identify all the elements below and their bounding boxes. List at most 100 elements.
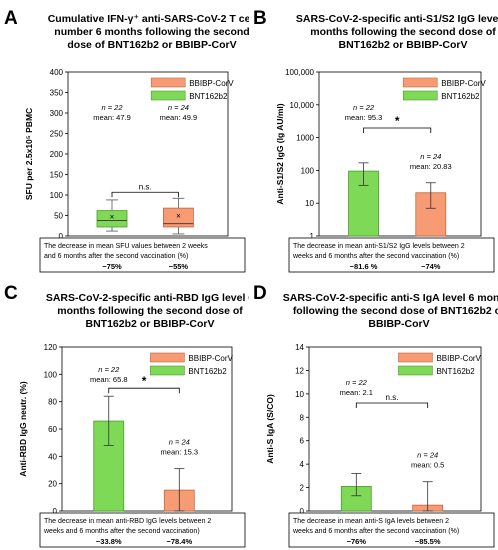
legend-label: BNT162b2 bbox=[441, 92, 480, 101]
chart-title-line: following the second dose of BNT162b2 or bbox=[293, 305, 498, 317]
legend-swatch bbox=[402, 77, 438, 88]
legend-label: BNT162b2 bbox=[436, 367, 475, 376]
y-tick-label: 50 bbox=[54, 212, 63, 221]
n-label: n = 24 bbox=[417, 451, 438, 460]
y-tick-label: 150 bbox=[50, 171, 64, 180]
plot-frame bbox=[308, 346, 482, 512]
chart-svg: A Cumulative IFN-γ⁺ anti-SARS-CoV-2 T cel… bbox=[4, 8, 249, 273]
y-tick-label: 8 bbox=[300, 413, 305, 422]
chart-title-line: SARS-CoV-2-specific anti-S1/S2 IgG level… bbox=[296, 13, 498, 25]
significance-label: n.s. bbox=[139, 182, 152, 191]
footer-value: −74% bbox=[421, 262, 441, 271]
mean-label: mean: 95.3 bbox=[345, 113, 383, 122]
significance-bracket bbox=[355, 402, 429, 408]
n-label: n = 22 bbox=[346, 378, 368, 387]
y-tick-label: 100 bbox=[50, 191, 64, 200]
y-tick-label: 100 bbox=[301, 166, 315, 175]
y-tick-label: 4 bbox=[300, 460, 305, 469]
y-tick-label: 14 bbox=[295, 343, 304, 352]
legend-swatch bbox=[398, 365, 433, 376]
legend-label: BBIBP-CorV bbox=[189, 79, 234, 88]
legend-label: BNT162b2 bbox=[188, 367, 227, 376]
legend-swatch bbox=[402, 90, 438, 101]
y-tick-label: 10 bbox=[305, 199, 314, 208]
chart-title-line: number 6 months following the second bbox=[54, 26, 249, 38]
y-tick-label: 10,000 bbox=[290, 101, 315, 110]
y-tick-label: 12 bbox=[295, 366, 304, 375]
significance-label: n.s. bbox=[386, 393, 399, 402]
footer-value: −55% bbox=[169, 262, 189, 271]
y-tick-label: 10 bbox=[295, 390, 304, 399]
significance-bracket bbox=[111, 191, 179, 198]
y-tick-label: 1000 bbox=[296, 134, 314, 143]
legend-label: BBIBP-CorV bbox=[188, 354, 233, 363]
footer-value: −78.4% bbox=[166, 537, 192, 546]
footer-text-line: weeks and 6 months after the second vacc… bbox=[292, 253, 459, 260]
mean-label: mean: 47.9 bbox=[93, 113, 131, 122]
n-label: n = 24 bbox=[169, 438, 190, 447]
footer-value: −75% bbox=[102, 262, 122, 271]
n-label: n = 22 bbox=[353, 103, 375, 112]
chart-svg: C SARS-CoV-2-specific anti-RBD IgG level … bbox=[4, 283, 249, 548]
y-tick-label: 1 bbox=[310, 232, 315, 241]
n-label: n = 24 bbox=[168, 103, 189, 112]
y-tick-label: 20 bbox=[48, 480, 57, 489]
y-axis-label: Anti-S IgA (S/CO) bbox=[265, 394, 275, 464]
y-tick-label: 400 bbox=[50, 68, 64, 77]
mean-label: mean: 65.8 bbox=[90, 375, 128, 384]
y-tick-label: 6 bbox=[300, 437, 305, 446]
y-tick-label: 120 bbox=[44, 343, 58, 352]
y-tick-label: 60 bbox=[48, 425, 57, 434]
mean-label: mean: 49.9 bbox=[160, 113, 198, 122]
footer-text-line: weeks and 6 months after the second vacc… bbox=[292, 528, 459, 535]
legend-swatch bbox=[150, 365, 185, 376]
chart-svg: D SARS-CoV-2-specific anti-S IgA level 6 … bbox=[253, 283, 498, 548]
panel-b: B SARS-CoV-2-specific anti-S1/S2 IgG leve… bbox=[249, 0, 498, 275]
panel-letter: D bbox=[253, 283, 267, 304]
y-tick-label: 40 bbox=[48, 452, 57, 461]
legend-swatch bbox=[150, 77, 186, 88]
y-tick-label: 300 bbox=[50, 109, 64, 118]
chart-title-line: Cumulative IFN-γ⁺ anti-SARS-CoV-2 T cell bbox=[48, 13, 249, 25]
y-axis-label: SFU per 2.5x10⁵ PBMC bbox=[24, 108, 34, 200]
chart-title-line: months following the second dose of bbox=[57, 305, 243, 317]
y-tick-label: 350 bbox=[50, 89, 64, 98]
footer-text-line: The decrease in mean anti-S IgA levels b… bbox=[293, 518, 449, 525]
y-tick-label: 100 bbox=[44, 370, 58, 379]
chart-title-line: SARS-CoV-2-specific anti-S IgA level 6 m… bbox=[283, 292, 498, 304]
panel-letter: B bbox=[253, 8, 267, 29]
y-tick-label: 0 bbox=[300, 507, 305, 516]
significance-label: * bbox=[395, 114, 400, 128]
chart-title-line: months following the second dose of bbox=[310, 26, 496, 38]
footer-text-line: The decrease in mean SFU values between … bbox=[44, 243, 208, 250]
box-mean-marker: × bbox=[110, 212, 115, 221]
panel-c: C SARS-CoV-2-specific anti-RBD IgG level … bbox=[0, 275, 249, 550]
panel-letter: A bbox=[4, 8, 18, 29]
mean-label: mean: 2.1 bbox=[340, 388, 373, 397]
significance-bracket bbox=[363, 127, 432, 133]
chart-title-line: SARS-CoV-2-specific anti-RBD IgG level 6 bbox=[46, 292, 249, 304]
y-tick-label: 80 bbox=[48, 398, 57, 407]
chart-title-line: BNT162b2 or BBIBP-CorV bbox=[339, 39, 468, 51]
footer-box bbox=[39, 512, 246, 548]
legend-label: BNT162b2 bbox=[189, 92, 228, 101]
n-label: n = 22 bbox=[98, 365, 120, 374]
footer-box bbox=[288, 237, 495, 273]
y-tick-label: 0 bbox=[59, 232, 64, 241]
footer-text-line: weeks and 6 months after the second vacc… bbox=[43, 528, 200, 535]
y-tick-label: 200 bbox=[50, 150, 64, 159]
chart-svg: B SARS-CoV-2-specific anti-S1/S2 IgG leve… bbox=[253, 8, 498, 273]
footer-text-line: and 6 months after the second vaccinatio… bbox=[44, 253, 188, 260]
mean-label: mean: 15.3 bbox=[161, 448, 199, 457]
legend-label: BBIBP-CorV bbox=[441, 79, 486, 88]
panel-d: D SARS-CoV-2-specific anti-S IgA level 6 … bbox=[249, 275, 498, 550]
legend-swatch bbox=[150, 90, 186, 101]
box-mean-marker: × bbox=[176, 212, 181, 221]
footer-value: −76% bbox=[347, 537, 367, 546]
chart-title-line: BBIBP-CorV bbox=[368, 318, 429, 330]
chart-title-line: dose of BNT162b2 or BBIBP-CorV bbox=[67, 39, 236, 51]
mean-label: mean: 0.5 bbox=[411, 461, 444, 470]
panel-letter: C bbox=[4, 283, 18, 304]
footer-value: −33.8% bbox=[96, 537, 122, 546]
y-axis-label: Anti-S1/S2 IgG (lg AU/ml) bbox=[275, 103, 285, 204]
